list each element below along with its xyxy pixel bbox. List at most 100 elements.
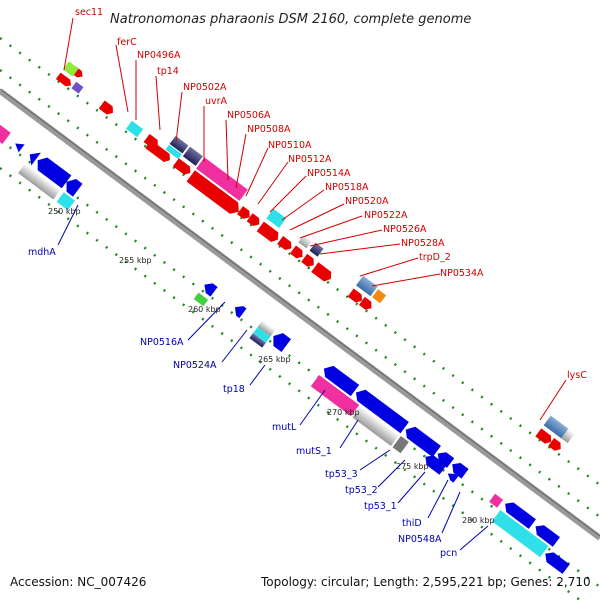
gene-box (392, 436, 409, 454)
gene-label: trpD_2 (419, 252, 451, 263)
tick-label: 250 kbp (48, 207, 81, 216)
gene-box (125, 120, 144, 138)
tick-label: 255 kbp (119, 256, 152, 265)
gene-arrow (311, 262, 332, 282)
leader-line (377, 459, 406, 488)
gene-box (491, 510, 549, 558)
leader-line (63, 17, 74, 71)
gene-label: tp53_2 (345, 485, 378, 496)
gene-label: lysC (567, 370, 587, 381)
gene-box (0, 120, 11, 144)
gene-arrow (405, 426, 441, 458)
leader-line (359, 257, 419, 277)
gene-label: mdhA (28, 247, 56, 258)
gene-box (56, 192, 75, 211)
gene-arrow (172, 158, 191, 175)
gene-label: mutL (272, 422, 297, 433)
leader-line (459, 525, 489, 551)
gene-box (543, 415, 569, 439)
leader-line (359, 449, 391, 471)
gene-arrow (273, 333, 292, 352)
leader-line (257, 161, 289, 205)
gene-label: tp53_1 (364, 501, 397, 512)
gene-arrow (15, 143, 25, 153)
leader-line (235, 133, 247, 189)
gene-label: NP0528A (401, 238, 445, 249)
gene-arrow (545, 552, 570, 574)
gene-box (196, 157, 248, 201)
gene-arrow (452, 463, 469, 479)
gene-label: tp18 (223, 384, 245, 395)
gene-label: NP0526A (383, 224, 427, 235)
gene-box (489, 493, 504, 508)
leader-line (339, 419, 359, 449)
gene-arrow (237, 206, 250, 219)
leader-line (225, 119, 229, 181)
genome-backbone-edge (0, 88, 600, 537)
topology-text: Topology: circular; Length: 2,595,221 bp… (260, 575, 591, 589)
gene-arrow (347, 288, 362, 303)
leader-line (319, 243, 401, 255)
gene-arrow (301, 253, 314, 267)
track-dots-outer-2 (0, 36, 600, 487)
gene-box (561, 428, 575, 444)
gene-label: NP0506A (227, 110, 271, 121)
gene-arrow (204, 283, 218, 297)
gene-label: NP0502A (183, 82, 227, 93)
gene-label: ferC (117, 37, 137, 48)
gene-arrow (29, 152, 41, 166)
labels-reverse: mdhA NP0516A NP0524A tp18 mutL mutS_1 tp… (28, 204, 489, 559)
genome-backbone (0, 88, 600, 541)
leader-line (299, 215, 363, 239)
gene-arrow (246, 213, 260, 227)
leader-line (281, 189, 325, 221)
gene-label: NP0510A (268, 140, 312, 151)
gene-arrow (186, 170, 239, 214)
gene-arrow (358, 296, 372, 310)
gene-arrow (548, 437, 561, 451)
gene-arrow (256, 221, 279, 242)
leader-line (299, 389, 326, 426)
gene-arrow (234, 306, 247, 319)
gene-label: NP0520A (345, 196, 389, 207)
gene-label: thiD (402, 518, 422, 529)
track-dots-inner-2 (0, 166, 582, 600)
gene-arrow (277, 235, 292, 250)
tick-label: 265 kbp (258, 355, 291, 364)
tick-label: 270 kbp (327, 408, 360, 417)
gene-band (0, 61, 575, 574)
gene-box (266, 208, 287, 228)
gene-arrow (98, 100, 113, 115)
map-title: Natronomonas pharaonis DSM 2160, complet… (110, 12, 471, 27)
gene-arrow (145, 140, 170, 162)
leader-line (441, 491, 461, 534)
gene-box (249, 333, 266, 348)
gene-label: NP0512A (288, 154, 332, 165)
track-dots (0, 36, 600, 600)
gene-box (310, 375, 360, 417)
labels-forward: sec11 ferC NP0496A tp14 NP0502A uvrA NP0… (63, 7, 587, 421)
gene-arrow (425, 455, 447, 475)
gene-box (165, 144, 182, 160)
leader-line (187, 301, 226, 341)
leader-line (57, 204, 79, 246)
gene-box (169, 135, 189, 154)
gene-label: NP0496A (137, 50, 181, 61)
gene-box (309, 242, 324, 257)
leader-line (539, 379, 567, 421)
gene-arrow (323, 365, 360, 397)
leader-line (289, 203, 345, 231)
gene-label: mutS_1 (296, 446, 332, 457)
forward-genes (55, 61, 575, 451)
leader-line (269, 175, 307, 213)
reverse-genes (0, 120, 570, 574)
leader-line (175, 91, 183, 143)
ticks: 250 kbp 255 kbp 260 kbp 265 kbp 270 kbp … (48, 207, 495, 525)
gene-box (193, 292, 209, 307)
gene-box (63, 61, 79, 77)
gene-label: NP0514A (307, 168, 351, 179)
gene-label: NP0508A (247, 124, 291, 135)
gene-arrow (66, 178, 83, 197)
gene-arrow (355, 389, 409, 434)
